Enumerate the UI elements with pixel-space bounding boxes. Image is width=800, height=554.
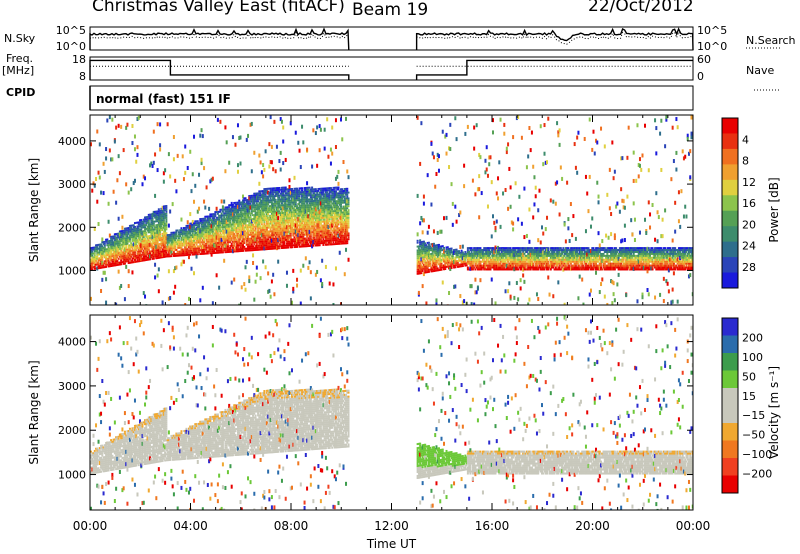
velocity-colorbar-tick: −15 [742,409,765,422]
time-axis-label: Time UT [366,537,417,551]
station-title: Christmas Valley East (fitACF) [92,0,345,16]
velocity-colorbar-cell [722,458,738,476]
nsky-series-line [89,27,350,51]
power-colorbar-tick: 16 [742,197,756,210]
velocity-colorbar-cell [722,335,738,354]
noise-panel-frame [89,26,694,51]
power-colorbar-cell [722,179,738,196]
velocity-ylabel: Slant Range [km] [27,360,41,464]
velocity-colorbar-tick: −100 [742,448,772,461]
noise-right-tick: 10^5 [697,24,727,37]
time-tick-label: 12:00 [374,519,409,533]
velocity-ytick-label: 1000 [58,469,86,482]
nsky-series-line [415,27,694,51]
velocity-colorbar-cell [722,318,738,336]
power-scatter [90,115,693,305]
power-colorbar-tick: 28 [742,261,756,274]
power-ytick-label: 4000 [58,135,86,148]
velocity-colorbar-cell [722,440,738,459]
freq-unit-label: [MHz] [2,64,35,77]
velocity-colorbar-cell [722,388,738,406]
freq-label: Freq. [6,52,34,65]
freq-right-tick: 0 [697,70,704,83]
velocity-ytick-label: 2000 [58,424,86,437]
time-tick-label: 16:00 [475,519,510,533]
power-ytick-label: 1000 [58,264,86,277]
cpid-label: CPID [6,86,36,99]
power-colorbar-cell [722,133,738,150]
velocity-colorbar-frame [721,317,739,494]
cpid-text: normal (fast) 151 IF [96,92,231,106]
power-colorbar-tick: 8 [742,155,749,168]
nsearch-series-line [416,30,693,45]
velocity-colorbar-tick: 100 [742,351,763,364]
velocity-panel-frame [89,314,694,511]
date-label: 22/Oct/2012 [588,0,694,16]
velocity-colorbar-tick: 50 [742,370,756,383]
time-tick-label: 00:00 [676,519,711,533]
noise-left-tick: 10^0 [56,40,86,53]
noise-left-tick: 10^5 [56,24,86,37]
power-colorbar-cell [722,210,738,227]
time-tick-label: 20:00 [575,519,610,533]
time-tick-label: 04:00 [173,519,208,533]
nsearch-series-line [89,31,349,40]
velocity-colorbar-tick: −50 [742,429,765,442]
nave-label: Nave [746,64,775,77]
power-colorbar-tick: 24 [742,240,756,253]
velocity-colorbar-tick: −200 [742,468,772,481]
freq-right-tick: 60 [697,53,711,66]
power-colorbar-tick: 12 [742,176,756,189]
power-colorbar-cell [722,257,738,274]
velocity-colorbar-cell [722,475,738,494]
velocity-ytick-label: 3000 [58,380,86,393]
power-colorbar-cell [722,164,738,181]
time-tick-label: 00:00 [73,519,108,533]
velocity-colorbar-tick: 200 [742,331,763,344]
power-colorbar-cell [722,272,738,289]
velocity-colorbar-cell [722,423,738,441]
power-colorbar-frame [721,117,739,289]
time-tick-label: 08:00 [274,519,309,533]
power-colorbar-cell [722,118,738,134]
power-colorbar-cell [722,226,738,243]
beam-label: Beam 19 [352,0,429,20]
noise-right-tick: 10^0 [697,40,727,53]
power-colorbar-cell [722,195,738,212]
power-colorbar-label: Power [dB] [767,177,781,242]
power-colorbar-tick: 20 [742,218,756,231]
freq-series-line [89,59,693,80]
velocity-colorbar-tick: 15 [742,390,756,403]
velocity-colorbar-cell [722,370,738,389]
velocity-colorbar-cell [722,353,738,371]
freq-left-tick: 8 [79,70,86,83]
velocity-colorbar-cell [722,405,738,424]
nsky-label: N.Sky [4,32,36,45]
power-colorbar-cell [722,241,738,258]
velocity-ytick-label: 4000 [58,336,86,349]
power-colorbar-tick: 4 [742,133,749,146]
power-ytick-label: 2000 [58,221,86,234]
power-colorbar-cell [722,148,738,165]
power-ylabel: Slant Range [km] [27,158,41,262]
velocity-colorbar-label: Velocity [m s⁻¹] [767,366,781,459]
power-ytick-label: 3000 [58,178,86,191]
velocity-scatter [90,315,693,510]
nsearch-label: N.Search [746,34,796,47]
power-panel-frame [89,114,694,306]
freq-left-tick: 18 [72,53,86,66]
